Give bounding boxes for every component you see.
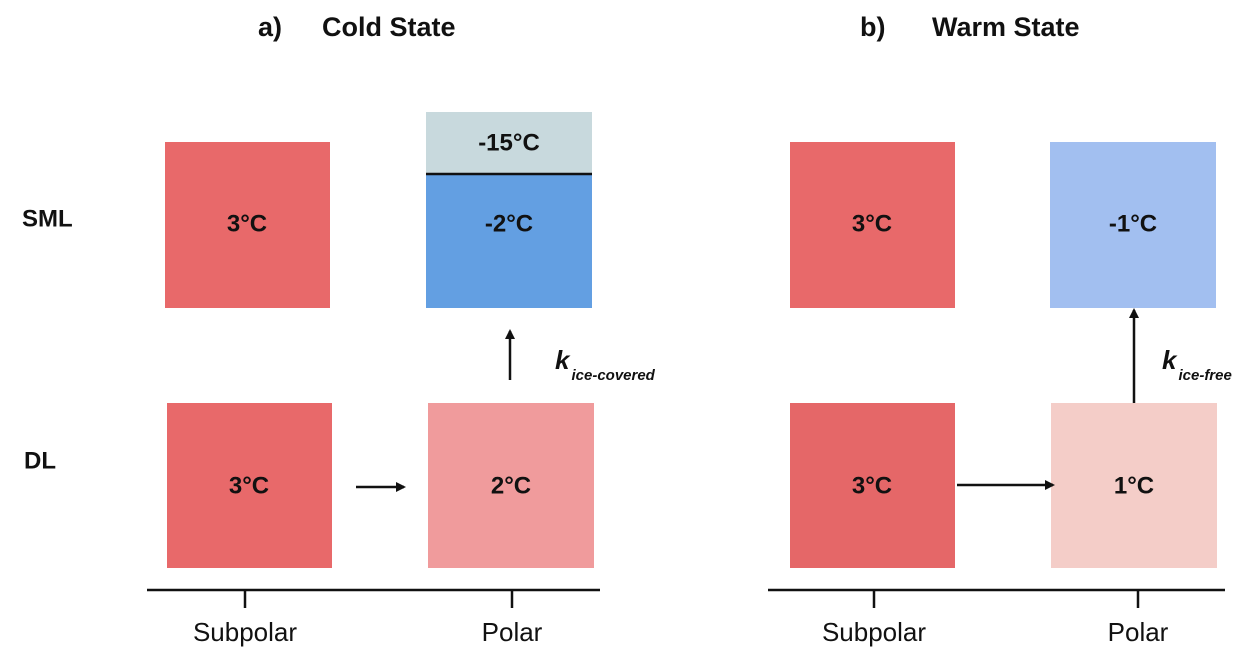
box — [165, 142, 330, 308]
k-subscript: ice-free — [1178, 367, 1231, 384]
box-label: 3°C — [852, 472, 892, 499]
box-label: 3°C — [852, 210, 892, 237]
axis-label: Polar — [482, 617, 543, 647]
k-subscript: ice-covered — [571, 367, 655, 384]
box-label: 3°C — [229, 472, 269, 499]
box-label: 1°C — [1114, 472, 1154, 499]
box — [1050, 142, 1216, 308]
box-label: 2°C — [491, 472, 531, 499]
panel-letter: a) — [258, 12, 282, 42]
box — [167, 403, 332, 568]
box — [790, 142, 955, 308]
axis-label: Subpolar — [822, 617, 926, 647]
box — [426, 174, 592, 308]
panel-title: Warm State — [932, 12, 1080, 42]
axis-label: Subpolar — [193, 617, 297, 647]
k-symbol: k — [555, 345, 571, 375]
ice-box — [426, 112, 592, 174]
box-label: 3°C — [227, 210, 267, 237]
panel-letter: b) — [860, 12, 885, 42]
row-label: DL — [24, 447, 56, 474]
box-label: -2°C — [485, 210, 533, 237]
box — [1051, 403, 1217, 568]
row-label: SML — [22, 205, 73, 232]
box — [428, 403, 594, 568]
box-label: -15°C — [478, 129, 540, 156]
box — [790, 403, 955, 568]
axis-label: Polar — [1108, 617, 1169, 647]
box-label: -1°C — [1109, 210, 1157, 237]
panel-title: Cold State — [322, 12, 456, 42]
k-label: kice-free — [1162, 345, 1232, 384]
k-symbol: k — [1162, 345, 1178, 375]
k-label: kice-covered — [555, 345, 656, 384]
